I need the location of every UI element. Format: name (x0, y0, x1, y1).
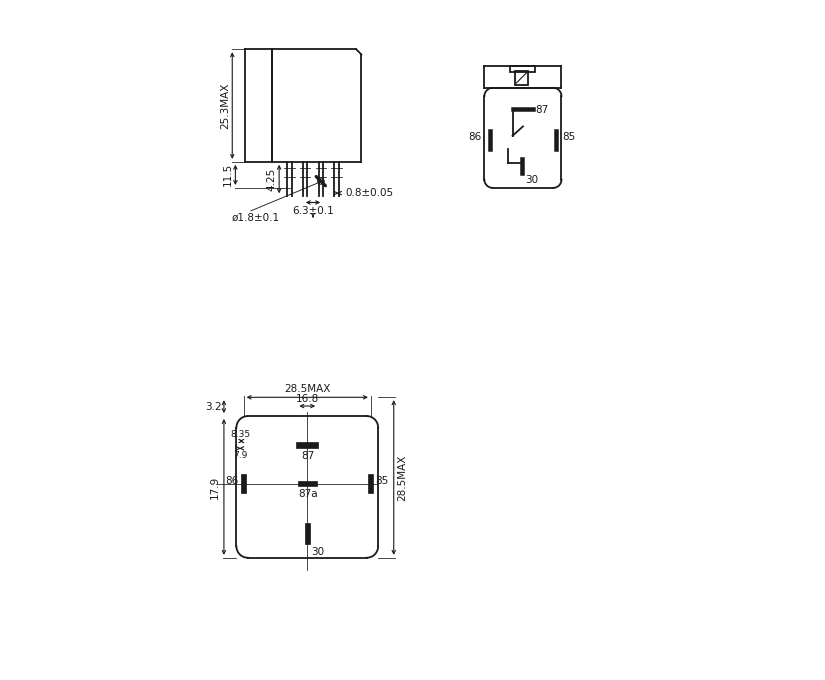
Bar (241, 475, 246, 493)
Text: 86: 86 (469, 132, 482, 142)
Text: 17.9: 17.9 (210, 475, 219, 498)
Bar (515, 71, 528, 85)
Text: 28.5MAX: 28.5MAX (284, 384, 331, 394)
Text: 7.9: 7.9 (233, 451, 248, 460)
Bar (298, 481, 317, 486)
Text: 16.8: 16.8 (295, 394, 319, 403)
Text: 85: 85 (375, 476, 389, 486)
Text: 28.5MAX: 28.5MAX (397, 454, 407, 500)
Text: 4.25: 4.25 (266, 167, 276, 190)
Text: 86: 86 (225, 476, 238, 486)
Bar (368, 475, 374, 493)
Text: 87: 87 (535, 105, 549, 115)
Text: 25.3MAX: 25.3MAX (219, 82, 229, 129)
Text: 30: 30 (311, 547, 324, 558)
Text: 85: 85 (563, 132, 576, 142)
Bar (296, 442, 318, 448)
Text: 0.8±0.05: 0.8±0.05 (346, 188, 394, 198)
Text: 3.2: 3.2 (205, 402, 222, 411)
Text: 87a: 87a (299, 489, 318, 499)
Text: 87: 87 (302, 452, 315, 462)
Text: 8.35: 8.35 (230, 430, 250, 439)
Bar (511, 65, 535, 72)
Text: 11.5: 11.5 (223, 163, 233, 186)
Bar (304, 524, 309, 544)
Text: 30: 30 (525, 175, 538, 186)
Text: ø1.8±0.1: ø1.8±0.1 (231, 213, 280, 223)
Text: 6.3±0.1: 6.3±0.1 (292, 206, 334, 216)
